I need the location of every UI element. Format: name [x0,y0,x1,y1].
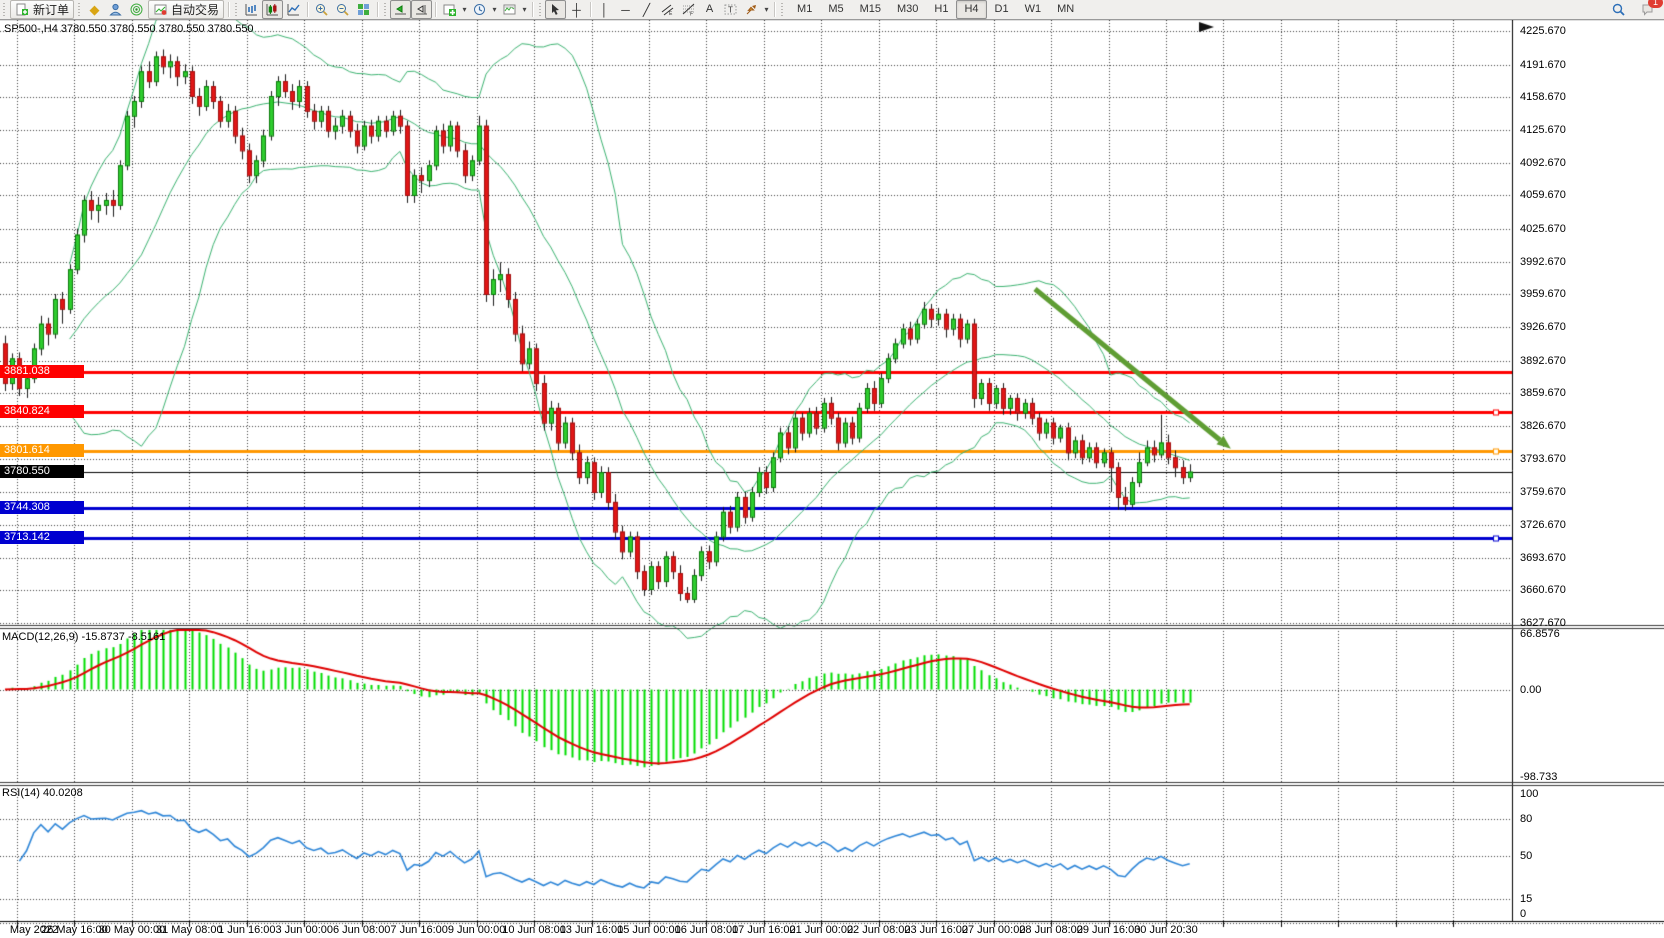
timeframe-button-M15[interactable]: M15 [859,3,881,15]
auto-scroll-icon[interactable] [390,0,412,19]
horizontal-line-icon[interactable]: ─ [621,2,630,17]
new-order-icon [15,0,30,19]
profile-icon[interactable] [105,0,126,19]
timeframe-button-D1[interactable]: D1 [994,3,1009,15]
cursor-icon[interactable] [545,0,567,19]
svg-text:T: T [728,6,733,15]
trendline-icon[interactable]: ╱ [642,2,651,17]
toolbar-grip[interactable] [780,2,786,17]
new-order-button[interactable]: 新订单 [10,0,75,19]
text-icon[interactable]: A [705,3,714,15]
zoom-out-icon[interactable] [332,0,353,19]
arrows-tool-icon[interactable] [741,0,762,19]
timeframe-button-M1[interactable]: M1 [797,3,813,15]
timeframe-button-W1[interactable]: W1 [1024,3,1042,15]
indicators-dropdown-caret[interactable]: ▾ [462,5,467,14]
periods-icon[interactable] [469,0,490,19]
toolbar-grip[interactable] [383,2,389,17]
signals-icon[interactable] [126,0,147,19]
auto-trading-icon [153,0,168,19]
search-icon[interactable] [1608,0,1629,19]
chart-shift-icon[interactable] [411,0,433,19]
candlestick-chart-icon[interactable] [262,0,284,19]
fibonacci-icon[interactable]: F [678,0,699,19]
auto-trading-label: 自动交易 [171,3,220,17]
zoom-in-icon[interactable] [311,0,332,19]
new-order-label: 新订单 [33,3,70,17]
notification-count-badge: 1 [1648,0,1663,8]
toolbar-grip[interactable] [538,2,544,17]
equidistant-channel-icon[interactable]: E [657,0,678,19]
timeframe-toolbar: M1 M5 M15 M30 H1 H4 D1 W1 MN [789,0,1082,19]
arrows-dropdown-caret[interactable]: ▾ [764,5,769,14]
timeframe-button-M30[interactable]: M30 [897,3,919,15]
toolbar-grip[interactable] [77,2,83,17]
text-label-icon[interactable]: T [720,0,741,19]
svg-text:E: E [669,11,673,16]
templates-icon[interactable] [499,0,520,19]
vertical-line-icon[interactable]: │ [600,2,609,17]
templates-dropdown-caret[interactable]: ▾ [522,5,527,14]
crosshair-icon[interactable]: ┼ [572,2,581,17]
bar-chart-icon[interactable] [241,0,262,19]
market-watch-icon[interactable]: ◆ [89,2,100,17]
svg-text:F: F [690,12,693,17]
line-chart-icon[interactable] [283,0,304,19]
indicators-icon[interactable] [439,0,460,19]
timeframe-button-H4[interactable]: H4 [956,0,987,19]
toolbar-grip[interactable] [2,2,7,17]
auto-trading-button[interactable]: 自动交易 [148,0,225,19]
timeframe-button-M5[interactable]: M5 [828,3,844,15]
toolbar: 新订单 ◆ 自动交易 [0,0,1664,20]
notifications-icon[interactable]: 1 [1637,0,1663,19]
periods-dropdown-caret[interactable]: ▾ [492,5,497,14]
toolbar-grip[interactable] [234,2,240,17]
timeframe-button-MN[interactable]: MN [1057,3,1075,15]
tile-windows-icon[interactable] [353,0,374,19]
timeframe-button-H1[interactable]: H1 [934,3,949,15]
